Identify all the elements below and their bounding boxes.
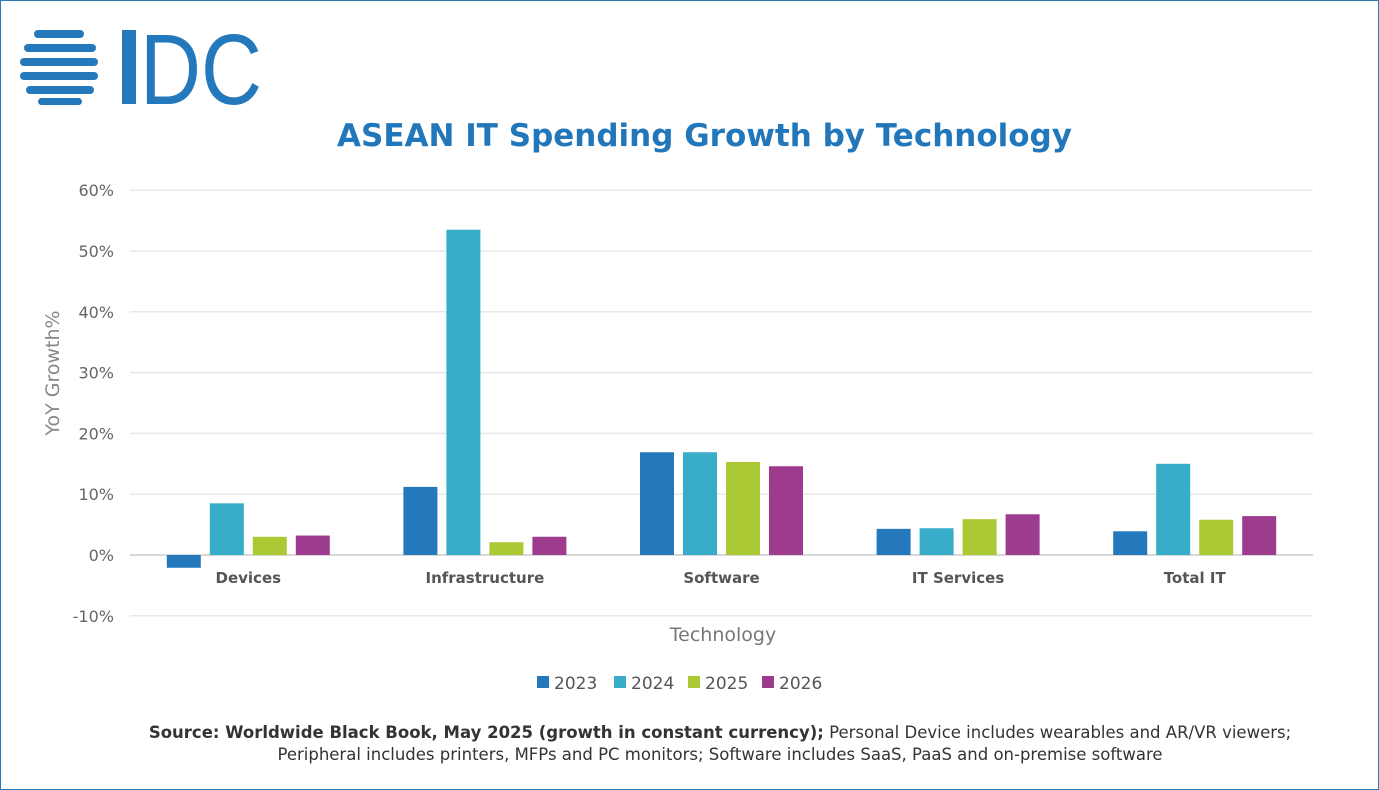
bar-2023-infrastructure [403, 486, 438, 555]
bar-2026-it-services [1005, 514, 1040, 555]
bar-2024-total-it [1156, 463, 1191, 555]
x-tick-label: Infrastructure [426, 569, 545, 587]
bar-2025-software [726, 461, 760, 555]
bar-2026-software [769, 466, 803, 555]
legend-label: 2026 [779, 674, 822, 694]
legend-swatch [614, 676, 626, 688]
bar-2024-it-services [919, 528, 954, 555]
bar-2026-devices [295, 535, 330, 555]
legend-label: 2023 [554, 674, 597, 694]
bar-2025-devices [252, 536, 287, 555]
bar-2025-it-services [962, 519, 997, 555]
y-tick-label: 60% [78, 181, 114, 200]
bar-2023-total-it [1113, 531, 1148, 555]
bar-2025-total-it [1199, 519, 1234, 555]
source-line2: Peripheral includes printers, MFPs and P… [277, 745, 1163, 764]
x-tick-label: IT Services [912, 569, 1004, 587]
bar-2024-infrastructure [446, 229, 481, 555]
legend-swatch [537, 676, 549, 688]
legend-label: 2025 [705, 674, 748, 694]
x-axis-label: Technology [669, 624, 776, 646]
bar-2026-infrastructure [532, 536, 567, 555]
logo-text: DC [140, 26, 262, 108]
legend-swatch [688, 676, 700, 688]
bar-2026-total-it [1242, 516, 1277, 555]
idc-logo: DC [20, 26, 262, 108]
y-tick-label: 40% [78, 303, 114, 322]
legend-swatch [762, 676, 774, 688]
source-line1: Personal Device includes wearables and A… [823, 723, 1292, 742]
x-tick-label: Software [683, 569, 759, 587]
bar-2023-software [640, 452, 674, 555]
legend-label: 2024 [631, 674, 674, 694]
y-tick-label: 20% [78, 424, 114, 443]
y-tick-label: 50% [78, 242, 114, 261]
bar-2024-devices [209, 503, 244, 555]
bar-2024-software [683, 452, 717, 555]
bar-2023-devices [166, 555, 201, 568]
y-tick-label: 30% [78, 364, 114, 383]
bar-2023-it-services [876, 528, 911, 555]
y-tick-label: -10% [73, 607, 114, 626]
source-note: Source: Worldwide Black Book, May 2025 (… [0, 722, 1379, 766]
source-bold: Source: Worldwide Black Book, May 2025 (… [148, 723, 824, 742]
bar-2025-infrastructure [489, 542, 524, 555]
x-tick-label: Total IT [1164, 569, 1227, 587]
y-tick-label: 10% [78, 485, 114, 504]
y-axis-label: YoY Growth% [42, 310, 64, 436]
y-tick-label: 0% [89, 546, 114, 565]
chart-title: ASEAN IT Spending Growth by Technology [337, 118, 1072, 154]
x-tick-label: Devices [216, 569, 282, 587]
